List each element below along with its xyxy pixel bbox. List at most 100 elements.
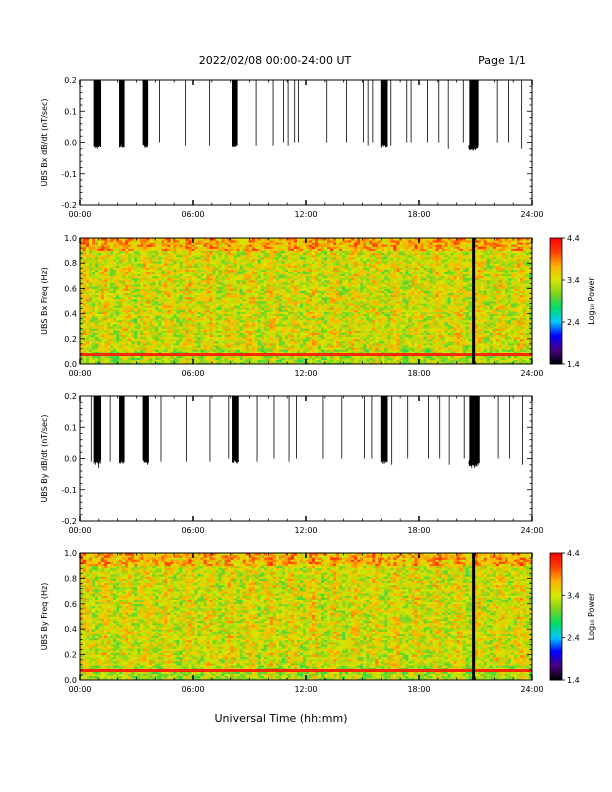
spectrogram-cell	[137, 286, 141, 289]
spectrogram-cell	[185, 271, 189, 275]
spectrogram-cell	[137, 326, 141, 329]
spectrogram-cell	[98, 280, 102, 283]
spectrogram-cell	[140, 305, 144, 308]
spectrogram-cell	[158, 326, 162, 329]
spectrogram-cell	[173, 311, 177, 314]
spectrogram-cell	[179, 361, 183, 365]
spectrogram-cell	[152, 349, 156, 352]
spectrogram-cell	[188, 250, 192, 254]
spectrogram-cell	[95, 273, 99, 277]
spectrogram-cell	[170, 345, 174, 348]
spectrogram-cell	[161, 244, 165, 247]
spectrogram-cell	[98, 244, 102, 247]
spectrogram-cell	[119, 298, 123, 302]
spectrogram-cell	[86, 315, 90, 319]
spectrogram-cell	[125, 248, 129, 251]
spectrogram-cell	[146, 294, 150, 298]
spectrogram-cell	[182, 271, 186, 275]
spectrogram-cell	[170, 303, 174, 306]
spectrogram-cell	[125, 332, 129, 335]
spectrogram-cell	[134, 351, 138, 354]
spectrogram-cell	[86, 351, 90, 354]
spectrogram-cell	[167, 238, 171, 241]
spectrogram-cell	[155, 242, 159, 245]
spectrogram-cell	[173, 263, 177, 266]
spectrogram-cell	[140, 284, 144, 287]
spectrogram-cell	[161, 319, 165, 323]
spectrogram-cell	[173, 286, 177, 289]
spectrogram-cell	[146, 301, 150, 304]
spectrogram-cell	[164, 284, 168, 287]
spectrogram-cell	[146, 296, 150, 300]
spectrogram-cell	[125, 261, 129, 264]
spectrogram-cell	[86, 277, 90, 281]
spectrogram-cell	[104, 347, 108, 350]
spectrogram-cell	[110, 340, 114, 344]
spectrogram-cell	[146, 246, 150, 249]
spectrogram-cell	[131, 263, 135, 266]
spectrogram-cell	[116, 324, 120, 327]
spectrogram-cell	[167, 301, 171, 304]
spectrogram-cell	[170, 355, 174, 359]
spectrogram-cell	[176, 326, 180, 329]
spectrogram-cell	[152, 355, 156, 359]
spectrogram-cell	[137, 269, 141, 272]
spectrogram-cell	[86, 286, 90, 289]
spectrogram-cell	[98, 315, 102, 319]
spectrogram-cell	[92, 263, 96, 266]
spectrogram-cell	[128, 343, 132, 346]
spectrogram-cell	[188, 317, 192, 321]
spectrogram-cell	[182, 246, 186, 249]
spectrogram-cell	[176, 273, 180, 277]
spectrogram-cell	[167, 313, 171, 317]
spectrogram-cell	[185, 294, 189, 298]
spectrogram-cell	[110, 330, 114, 333]
spectrogram-cell	[89, 238, 93, 241]
spectrogram-cell	[164, 307, 168, 310]
spectrogram-cell	[146, 248, 150, 251]
spectrogram-cell	[125, 309, 129, 312]
spectrogram-cell	[170, 273, 174, 277]
spectrogram-cell	[95, 263, 99, 266]
spectrogram-cell	[158, 361, 162, 365]
spectrogram-cell	[89, 259, 93, 262]
spectrogram-cell	[95, 265, 99, 268]
spectrogram-cell	[113, 250, 117, 254]
spectrogram-cell	[92, 317, 96, 321]
spectrogram-cell	[80, 330, 84, 333]
spectrogram-cell	[170, 301, 174, 304]
spectrogram-cell	[173, 359, 177, 363]
spectrogram-cell	[89, 250, 93, 254]
spectrogram-cell	[164, 336, 168, 340]
spectrogram-cell	[107, 259, 111, 262]
spectrogram-cell	[149, 355, 153, 359]
spectrogram-cell	[131, 275, 135, 279]
spectrogram-cell	[179, 277, 183, 281]
spectrogram-cell	[128, 361, 132, 365]
spectrogram-cell	[155, 277, 159, 281]
spectrogram-cell	[182, 286, 186, 289]
spectrogram-cell	[86, 338, 90, 342]
spectrogram-cell	[149, 330, 153, 333]
spectrogram-cell	[158, 345, 162, 348]
spectrogram-cell	[80, 280, 84, 283]
spectrogram-cell	[80, 294, 84, 298]
spectrogram-cell	[161, 296, 165, 300]
spectrogram-cell	[143, 328, 147, 331]
spectrogram-cell	[98, 326, 102, 329]
spectrogram-cell	[131, 288, 135, 291]
spectrogram-cell	[155, 332, 159, 335]
spectrogram-cell	[86, 290, 90, 293]
spectrogram-cell	[89, 305, 93, 308]
spectrogram-cell	[83, 290, 87, 293]
spectrogram-cell	[140, 313, 144, 317]
spectrogram-cell	[164, 330, 168, 333]
spectrogram-cell	[143, 267, 147, 270]
spectrogram-cell	[89, 252, 93, 256]
spectrogram-cell	[179, 280, 183, 283]
spectrogram-cell	[131, 355, 135, 359]
spectrogram-cell	[158, 282, 162, 285]
spectrogram-cell	[113, 305, 117, 308]
spectrogram-cell	[110, 256, 114, 260]
spectrogram-cell	[170, 307, 174, 310]
